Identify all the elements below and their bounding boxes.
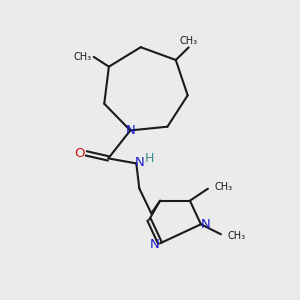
Text: N: N xyxy=(201,218,211,231)
Text: N: N xyxy=(150,238,160,251)
Text: N: N xyxy=(134,156,144,169)
Text: N: N xyxy=(125,124,135,137)
Text: O: O xyxy=(74,147,85,160)
Text: CH₃: CH₃ xyxy=(74,52,92,62)
Text: CH₃: CH₃ xyxy=(215,182,233,192)
Text: H: H xyxy=(145,152,154,165)
Text: CH₃: CH₃ xyxy=(228,231,246,241)
Text: CH₃: CH₃ xyxy=(180,36,198,46)
